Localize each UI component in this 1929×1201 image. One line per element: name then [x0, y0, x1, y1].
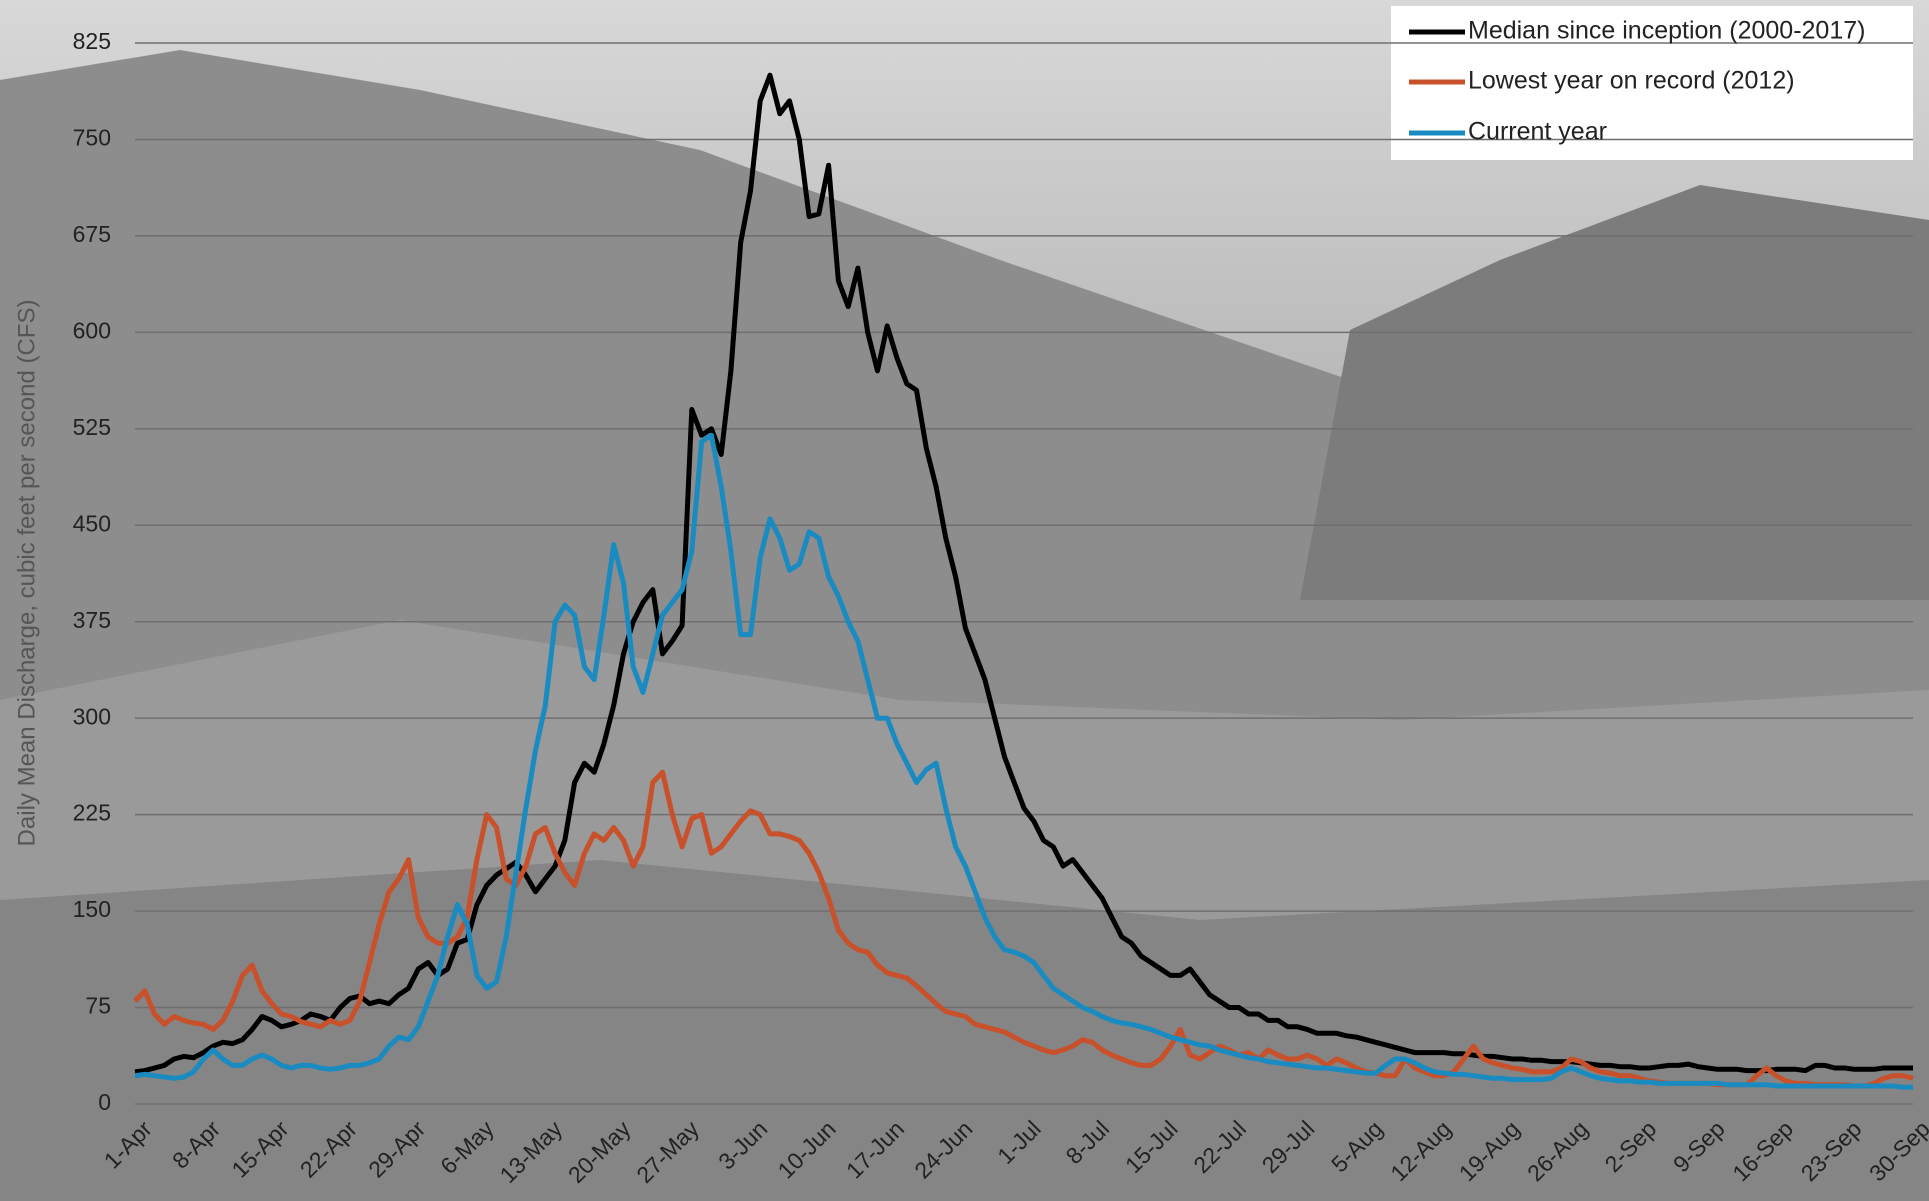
y-tick-label: 75 — [85, 993, 111, 1019]
y-tick-label: 450 — [73, 510, 111, 536]
y-tick-label: 300 — [73, 703, 111, 729]
y-tick-label: 600 — [73, 317, 111, 343]
y-tick-label: 225 — [73, 800, 111, 826]
y-tick-label: 675 — [73, 221, 111, 247]
legend-label: Median since inception (2000-2017) — [1468, 17, 1865, 45]
background-photo — [0, 0, 1929, 1201]
y-tick-label: 825 — [73, 28, 111, 54]
legend-label: Current year — [1468, 118, 1607, 146]
legend-label: Lowest year on record (2012) — [1468, 67, 1795, 95]
page: Daily Mean Discharge, cubic feet per sec… — [0, 0, 1929, 1201]
y-tick-label: 750 — [73, 125, 111, 151]
y-tick-label: 0 — [98, 1089, 111, 1115]
y-tick-label: 525 — [73, 414, 111, 440]
y-tick-label: 150 — [73, 896, 111, 922]
y-tick-label: 375 — [73, 607, 111, 633]
chart: Daily Mean Discharge, cubic feet per sec… — [0, 0, 1929, 1201]
y-axis-label: Daily Mean Discharge, cubic feet per sec… — [13, 300, 40, 847]
